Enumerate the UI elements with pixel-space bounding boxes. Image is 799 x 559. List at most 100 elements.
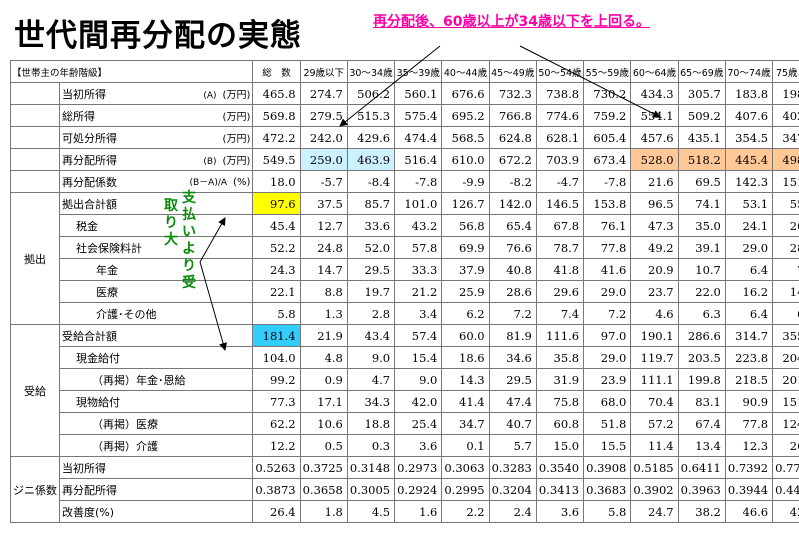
cell-total: 22.1 bbox=[252, 280, 301, 303]
table-header-row: 【世帯主の年齢階級】総 数 29歳以下 30～34歳 35～39歳 40～44歳 45～4… bbox=[9, 60, 799, 83]
cell-value: 4.5 bbox=[346, 500, 396, 523]
cell-value: 29.5 bbox=[488, 368, 537, 391]
table-row: 受給 受給合計額 181.4 21.9 43.4 57.4 60.0 81.9 111.6 97.… bbox=[10, 324, 799, 457]
cell-value: 610.0 bbox=[441, 148, 490, 171]
cell-total: 181.4 bbox=[252, 324, 301, 347]
row-label: 当初所得 bbox=[59, 82, 188, 105]
cell-value: 29.0 bbox=[583, 346, 632, 369]
row-unit-text: (万円) bbox=[222, 112, 251, 123]
cell-value: 498.6 bbox=[772, 148, 799, 171]
cell-value: 0.3902 bbox=[630, 478, 679, 501]
cell-total: 549.5 bbox=[252, 148, 301, 171]
row-mark: (B－A)/A bbox=[189, 178, 228, 188]
table-row: 当初所得 (A) (万円) 465.8 274.7 506.2 560.1 676.6 732.… bbox=[10, 82, 799, 105]
table-row: ジニ係数 当初所得 0.5263 0.3725 0.3148 0.2973 0.3063 0.… bbox=[10, 456, 799, 523]
table-row: 医療 22.1 8.8 19.7 21.2 25.9 28.6 29.6 29.0 23.7 22.… bbox=[11, 280, 799, 303]
cell-value: 56.8 bbox=[441, 214, 490, 237]
cell-value: 0.3658 bbox=[299, 478, 348, 501]
arrow-to-34 bbox=[339, 45, 441, 127]
cell-total: 77.3 bbox=[252, 390, 301, 413]
cell-value: 738.8 bbox=[535, 82, 585, 105]
cell-value: 1.3 bbox=[299, 302, 348, 325]
cell-value: 0.4466 bbox=[772, 478, 799, 501]
cell-total: 26.4 bbox=[252, 500, 301, 523]
cell-value: 0.2924 bbox=[394, 478, 443, 501]
cell-value: 575.4 bbox=[394, 104, 443, 127]
table-row: （再掲）医療 62.2 10.6 18.8 25.4 34.7 40.7 60.8 51.8 57… bbox=[11, 412, 799, 435]
row-unit-text: (%) bbox=[233, 177, 251, 188]
cell-value: 33.3 bbox=[394, 258, 443, 281]
cell-value: 259.0 bbox=[299, 148, 348, 171]
cell-value: -5.7 bbox=[299, 170, 348, 193]
cell-value: 518.2 bbox=[677, 148, 726, 171]
cell-value: 286.6 bbox=[677, 324, 726, 347]
row-label: （再掲）医療 bbox=[59, 412, 188, 435]
cell-total: 569.8 bbox=[252, 104, 301, 127]
cell-value: 0.5185 bbox=[630, 456, 679, 479]
cell-value: 78.7 bbox=[535, 236, 585, 259]
cell-value: 29.0 bbox=[583, 280, 632, 303]
cell-value: 199.8 bbox=[677, 368, 726, 391]
cell-value: 0.3725 bbox=[299, 456, 348, 479]
cell-value: 22.0 bbox=[677, 280, 726, 303]
row-label: 改善度(%) bbox=[59, 500, 188, 523]
arrow-to-contribution bbox=[199, 217, 226, 263]
cell-value: 0.3063 bbox=[441, 456, 490, 479]
cell-value: 42.0 bbox=[394, 390, 443, 413]
cell-value: 2.2 bbox=[441, 500, 490, 523]
row-unit bbox=[187, 500, 254, 523]
cell-value: 42.7 bbox=[772, 500, 799, 523]
cell-value: 77.8 bbox=[583, 236, 632, 259]
cell-value: 12.7 bbox=[299, 214, 348, 237]
cell-value: 33.6 bbox=[346, 214, 396, 237]
cell-value: 16.2 bbox=[724, 280, 774, 303]
cell-value: 314.7 bbox=[724, 324, 774, 347]
annotation-note: 再分配後、60歳以上が34歳以下を上回る。 bbox=[373, 14, 650, 30]
cell-value: 14.3 bbox=[441, 368, 490, 391]
cell-value: 183.8 bbox=[724, 82, 774, 105]
table-row: 社会保険料計 52.2 24.8 52.0 57.8 69.9 76.6 78.7 77.8 49… bbox=[11, 236, 799, 259]
cell-value: 305.7 bbox=[677, 82, 726, 105]
arrow-to-benefit bbox=[199, 261, 227, 351]
cell-value: 111.6 bbox=[535, 324, 585, 347]
cell-value: 24.8 bbox=[299, 236, 348, 259]
cell-value: 52.0 bbox=[346, 236, 396, 259]
cell-value: 142.3 bbox=[724, 170, 774, 193]
row-label: 再分配所得 bbox=[59, 148, 188, 171]
cell-value: 15.0 bbox=[535, 434, 585, 457]
cell-value: 17.1 bbox=[299, 390, 348, 413]
cell-value: 0.3204 bbox=[488, 478, 537, 501]
cell-value: 190.1 bbox=[630, 324, 679, 347]
cell-value: 25.9 bbox=[441, 280, 490, 303]
cell-value: 46.6 bbox=[724, 500, 774, 523]
table-row: 現金給付 104.0 4.8 9.0 15.4 18.6 34.6 35.8 29.0 119.7… bbox=[11, 346, 799, 369]
cell-total: 12.2 bbox=[252, 434, 301, 457]
row-unit-text: (万円) bbox=[222, 156, 251, 167]
cell-value: 6.2 bbox=[441, 302, 490, 325]
table-row: （再掲）年金･恩給 99.2 0.9 4.7 9.0 14.3 29.5 31.9 23.9 11… bbox=[11, 368, 799, 391]
row-mark: (B) bbox=[203, 157, 217, 167]
cell-value: 47.3 bbox=[630, 214, 679, 237]
cell-value: 119.7 bbox=[630, 346, 679, 369]
row-label: 税金 bbox=[59, 214, 188, 237]
annotation-pay: 支払いより受 bbox=[182, 190, 196, 291]
cell-value: 21.6 bbox=[630, 170, 679, 193]
cell-value: 429.6 bbox=[346, 126, 396, 149]
cell-value: 69.9 bbox=[441, 236, 490, 259]
cell-value: 24.7 bbox=[630, 500, 679, 523]
cell-value: 29.5 bbox=[346, 258, 396, 281]
cell-value: 759.2 bbox=[583, 104, 632, 127]
table-row: 介護･その他5.81.32.83.46.27.27.47.24.66.36.46… bbox=[11, 302, 799, 325]
cell-value: 76.1 bbox=[583, 214, 632, 237]
table-row: 可処分所得 (万円) 472.2 242.0 429.6 474.4 568.5 624.8 6… bbox=[10, 126, 799, 149]
cell-value: 0.7793 bbox=[772, 456, 799, 479]
redistribution-table: 【世帯主の年齢階級】総 数 29歳以下 30～34歳 35～39歳 40～44歳 45～4… bbox=[9, 60, 799, 523]
row-label: 年金 bbox=[59, 258, 188, 281]
cell-value: 67.4 bbox=[677, 412, 726, 435]
table-row: 再分配所得 (B) (万円) 549.5 259.0 463.9 516.4 610.0 672… bbox=[10, 148, 799, 171]
cell-value: 204.8 bbox=[772, 346, 799, 369]
cell-value: 223.8 bbox=[724, 346, 774, 369]
cell-value: 34.7 bbox=[441, 412, 490, 435]
row-label: 社会保険料計 bbox=[59, 236, 188, 259]
table-row: 現物給付 77.3 17.1 34.3 42.0 41.4 47.4 75.8 68.0 70.4… bbox=[11, 390, 799, 413]
